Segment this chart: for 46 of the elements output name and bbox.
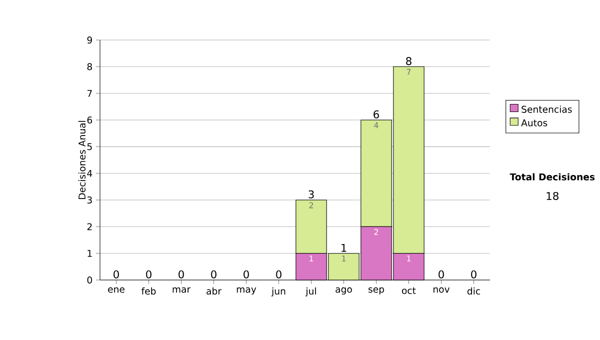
text: Total Decisiones — [510, 173, 595, 180]
data-label: 4 — [374, 122, 378, 128]
y-tick-label: 9 — [87, 36, 92, 44]
y-axis-title: Decisiones Anual — [78, 120, 86, 199]
x-tick-label: may — [236, 287, 256, 295]
text: 18 — [546, 192, 558, 200]
y-tick-label: 5 — [87, 143, 92, 150]
y-tick-label: 3 — [87, 196, 92, 204]
x-tick-label: mar — [172, 287, 191, 293]
total-label: 0 — [244, 270, 249, 278]
x-tick-label: nov — [434, 287, 450, 293]
legend-label: Sentencias — [522, 106, 572, 113]
x-tick-label: oct — [402, 287, 416, 294]
total-label: 1 — [342, 244, 346, 252]
y-tick-label: 2 — [87, 223, 92, 230]
x-tick-label: jun — [271, 287, 286, 296]
y-tick-label: 6 — [87, 116, 92, 124]
y-tick-label: 4 — [87, 170, 92, 177]
x-tick-label: dic — [467, 287, 480, 295]
total-label: 0 — [438, 270, 444, 278]
total-label: 0 — [146, 270, 152, 278]
x-tick-label: ago — [336, 287, 352, 295]
data-label: 2 — [374, 228, 378, 235]
data-label: 1 — [342, 256, 346, 262]
data-label: 1 — [310, 256, 314, 262]
y-tick-label: 0 — [87, 276, 92, 284]
total-label: 0 — [114, 270, 119, 278]
x-tick-label: jul — [306, 287, 316, 296]
y-tick-label: 7 — [87, 90, 92, 97]
total-label: 0 — [178, 270, 184, 278]
x-tick-label: abr — [206, 287, 222, 295]
legend-label: Autos — [521, 119, 548, 126]
data-label: 2 — [309, 202, 313, 208]
y-tick-label: 1 — [88, 250, 92, 257]
y-tick-label: 8 — [87, 63, 92, 70]
x-tick-label: sep — [368, 287, 384, 295]
total-label: 3 — [308, 190, 314, 198]
data-label: 1 — [407, 256, 411, 262]
total-label: 0 — [276, 270, 282, 278]
x-tick-label: ene — [108, 287, 124, 293]
total-label: 8 — [406, 56, 412, 66]
total-label: 0 — [211, 270, 216, 278]
x-tick-label: feb — [141, 287, 156, 295]
total-label: 0 — [471, 270, 476, 278]
total-label: 6 — [374, 110, 379, 118]
data-label: 7 — [406, 68, 411, 75]
